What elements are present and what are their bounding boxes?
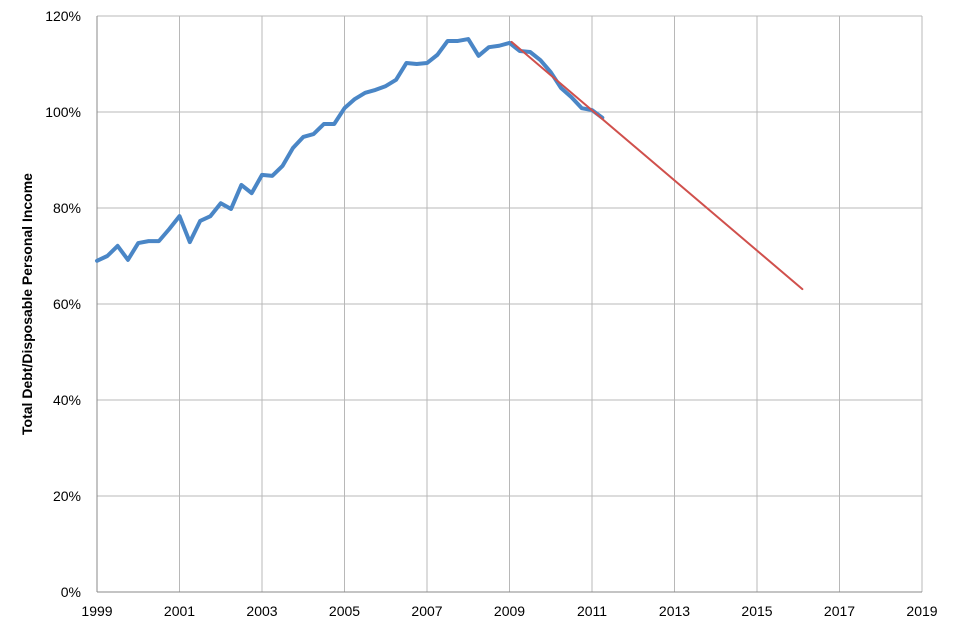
x-tick-label: 2011 [577,603,607,619]
y-tick-label: 60% [53,296,81,312]
y-tick-label: 20% [53,488,81,504]
x-tick-label: 2003 [246,603,277,619]
x-tick-label: 1999 [81,603,112,619]
x-tick-label: 2019 [906,603,937,619]
x-tick-label: 2017 [824,603,855,619]
y-tick-label: 80% [53,200,81,216]
x-tick-label: 2001 [164,603,195,619]
x-tick-label: 2005 [329,603,360,619]
y-tick-label: 40% [53,392,81,408]
data-line [95,37,605,263]
data-line [510,40,804,291]
x-tick-label: 2009 [494,603,525,619]
y-axis-label: Total Debt/Disposable Personal Income [19,173,35,435]
y-tick-label: 100% [45,104,81,120]
y-tick-label: 120% [45,8,81,24]
x-tick-label: 2015 [741,603,772,619]
x-tick-label: 2007 [411,603,442,619]
x-tick-label: 2013 [659,603,690,619]
y-tick-label: 0% [61,584,81,600]
